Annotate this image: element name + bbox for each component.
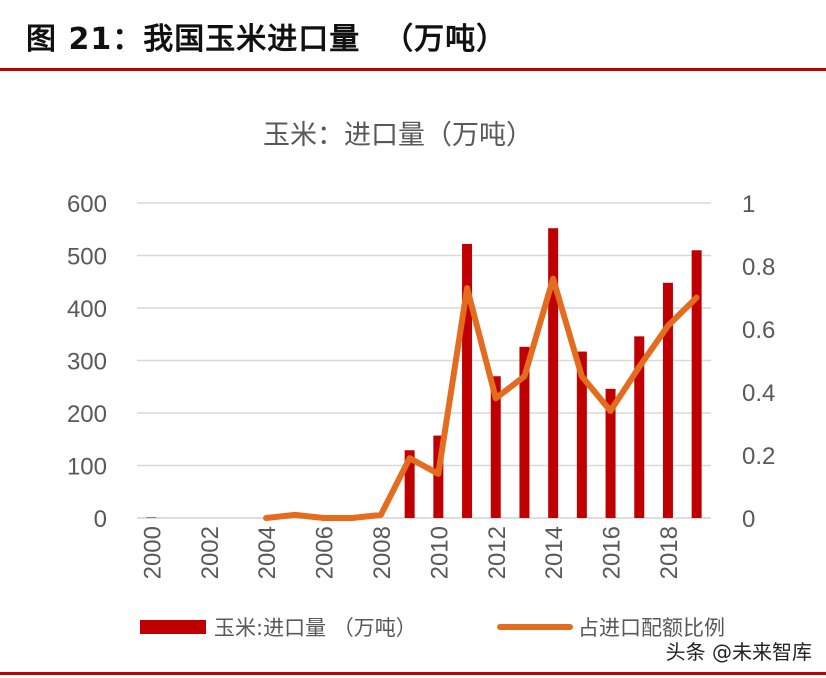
gridlines bbox=[137, 202, 711, 519]
legend: 玉米:进口量 （万吨） 占进口配额比例 bbox=[140, 616, 725, 640]
bar-2016 bbox=[605, 388, 616, 518]
y-right-tick-label: 0 bbox=[742, 506, 755, 533]
bar-2009 bbox=[404, 450, 415, 518]
legend-label-line: 占进口配额比例 bbox=[578, 616, 725, 640]
y-axis-left: 0 100 200 300 400 500 600 bbox=[67, 191, 107, 533]
x-tick-label: 2002 bbox=[197, 526, 224, 579]
y-left-tick-label: 0 bbox=[94, 506, 107, 533]
y-left-tick-label: 600 bbox=[67, 191, 107, 218]
y-right-tick-label: 0.4 bbox=[742, 380, 775, 407]
y-left-tick-label: 200 bbox=[67, 401, 107, 428]
bottom-divider bbox=[0, 672, 826, 675]
x-tick-label: 2008 bbox=[369, 526, 396, 579]
y-left-tick-label: 400 bbox=[67, 296, 107, 323]
watermark: 头条 @未来智库 bbox=[665, 640, 812, 664]
y-right-tick-label: 0.8 bbox=[742, 254, 775, 281]
bar-2011 bbox=[462, 243, 473, 518]
y-right-tick-label: 1 bbox=[742, 191, 755, 218]
y-right-tick-label: 0.6 bbox=[742, 317, 775, 344]
x-tick-label: 2000 bbox=[139, 526, 166, 579]
bar-2000 bbox=[146, 517, 157, 518]
bar-2013 bbox=[519, 346, 530, 518]
y-left-tick-label: 100 bbox=[67, 454, 107, 481]
bar-2018 bbox=[662, 282, 673, 518]
y-right-tick-label: 0.2 bbox=[742, 443, 775, 470]
x-tick-label: 2004 bbox=[254, 526, 281, 579]
bar-2014 bbox=[548, 228, 559, 518]
bar-2017 bbox=[634, 336, 645, 518]
line-series bbox=[263, 275, 700, 521]
x-tick-label: 2014 bbox=[541, 526, 568, 579]
x-tick-label: 2010 bbox=[426, 526, 453, 579]
x-tick-label: 2016 bbox=[599, 526, 626, 579]
legend-swatch-bar bbox=[140, 620, 206, 634]
x-tick-label: 2006 bbox=[312, 526, 339, 579]
figure-title: 图 21：我国玉米进口量 （万吨） bbox=[26, 22, 508, 57]
chart-title: 玉米：进口量（万吨） bbox=[263, 120, 533, 151]
y-axis-right: 0 0.2 0.4 0.6 0.8 1 bbox=[742, 191, 775, 533]
legend-label-bar: 玉米:进口量 （万吨） bbox=[214, 616, 417, 640]
top-divider bbox=[0, 68, 826, 71]
y-left-tick-label: 300 bbox=[67, 349, 107, 376]
x-tick-label: 2018 bbox=[656, 526, 683, 579]
bar-2019 bbox=[691, 250, 702, 518]
x-tick-label: 2012 bbox=[484, 526, 511, 579]
x-axis: 2000 2002 2004 2006 2008 2010 2012 2014 2016 2018 bbox=[139, 526, 683, 579]
y-left-tick-label: 500 bbox=[67, 244, 107, 271]
bar-series bbox=[146, 228, 702, 518]
bar-2015 bbox=[576, 351, 587, 518]
bar-2012 bbox=[490, 376, 501, 518]
